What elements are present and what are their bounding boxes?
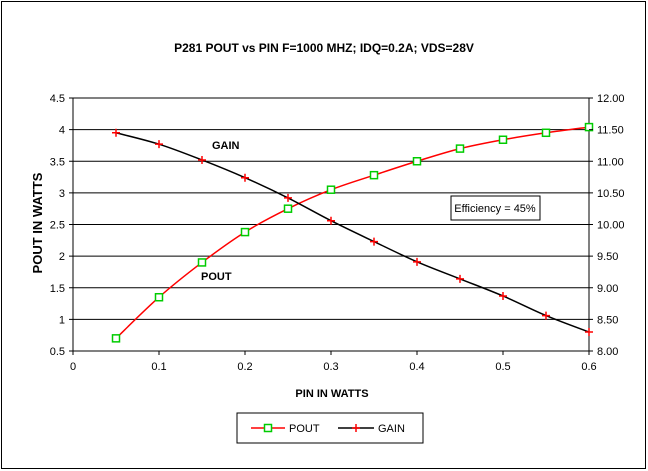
pout-point (154, 292, 164, 302)
y-tick-label: 4 (59, 125, 65, 137)
y-tick-label: 1 (59, 314, 65, 326)
y-tick-label: 4.5 (50, 93, 65, 105)
x-axis-label: PIN IN WATTS (295, 388, 368, 400)
efficiency-label: Efficiency = 45% (454, 203, 536, 215)
y2-tick-label: 10.00 (597, 220, 625, 232)
y2-tick-label: 11.00 (597, 156, 624, 168)
pout-point (584, 122, 594, 132)
gain-annotation: GAIN (212, 140, 240, 152)
y2-tick-label: 8.00 (597, 346, 618, 358)
legend-gain-marker (352, 424, 360, 432)
gain-point (370, 237, 378, 246)
y2-tick-label: 8.50 (597, 314, 618, 326)
x-tick-label: 0.6 (581, 361, 596, 373)
gain-point (499, 291, 507, 300)
x-tick-label: 0.3 (323, 361, 338, 373)
x-tick-label: 0.4 (409, 361, 424, 373)
y2-tick-label: 11.50 (597, 125, 624, 137)
pout-point (240, 227, 250, 237)
x-tick-label: 0 (70, 361, 76, 373)
gain-point (542, 311, 550, 320)
pout-point (283, 204, 293, 213)
pout-point (111, 334, 121, 343)
gain-point (112, 128, 120, 137)
y2-tick-label: 9.50 (597, 251, 618, 263)
y-axis-label: POUT IN WATTS (30, 172, 45, 273)
gain-line (115, 132, 590, 333)
axis-ticks: 0.5 1 1.5 2 2.5 3 3.5 4 4.5 8.00 8.50 9.00 9.50 10.00… (50, 93, 625, 373)
pout-point (412, 157, 422, 166)
gain-point (241, 173, 249, 182)
y-tick-label: 2 (59, 251, 65, 263)
legend-pout-label: POUT (289, 423, 320, 435)
chart-title: P281 POUT vs PIN F=1000 MHZ; IDQ=0.2A; V… (174, 41, 474, 55)
legend-pout-marker (263, 423, 273, 433)
y-tick-label: 1.5 (50, 283, 65, 295)
series-markers (111, 122, 594, 343)
gain-point (155, 140, 163, 149)
x-tick-label: 0.2 (237, 361, 252, 373)
y2-tick-label: 9.00 (597, 283, 618, 295)
y-tick-label: 0.5 (50, 346, 65, 358)
legend-gain-label: GAIN (378, 423, 405, 435)
x-tick-label: 0.1 (151, 361, 166, 373)
gain-point (284, 193, 292, 202)
pout-point (326, 185, 336, 194)
y-tick-label: 3 (59, 188, 65, 200)
y-tick-label: 2.5 (50, 220, 65, 232)
y2-tick-label: 12.00 (597, 93, 625, 105)
pout-point (455, 144, 465, 153)
gain-point (585, 328, 593, 337)
gain-point (327, 216, 335, 225)
series-lines (115, 126, 590, 339)
efficiency-box (450, 195, 541, 221)
gain-point (413, 257, 421, 266)
gain-point (198, 155, 206, 164)
pout-point (197, 258, 207, 267)
gain-point (456, 274, 464, 283)
pout-annotation: POUT (201, 271, 232, 283)
pout-point (369, 170, 379, 180)
y2-tick-label: 10.50 (597, 188, 625, 200)
pout-point (541, 128, 551, 138)
y-tick-label: 3.5 (50, 156, 65, 168)
pout-line (115, 126, 590, 339)
legend: POUT GAIN (236, 412, 424, 444)
pout-point (498, 135, 508, 144)
x-tick-label: 0.5 (495, 361, 510, 373)
